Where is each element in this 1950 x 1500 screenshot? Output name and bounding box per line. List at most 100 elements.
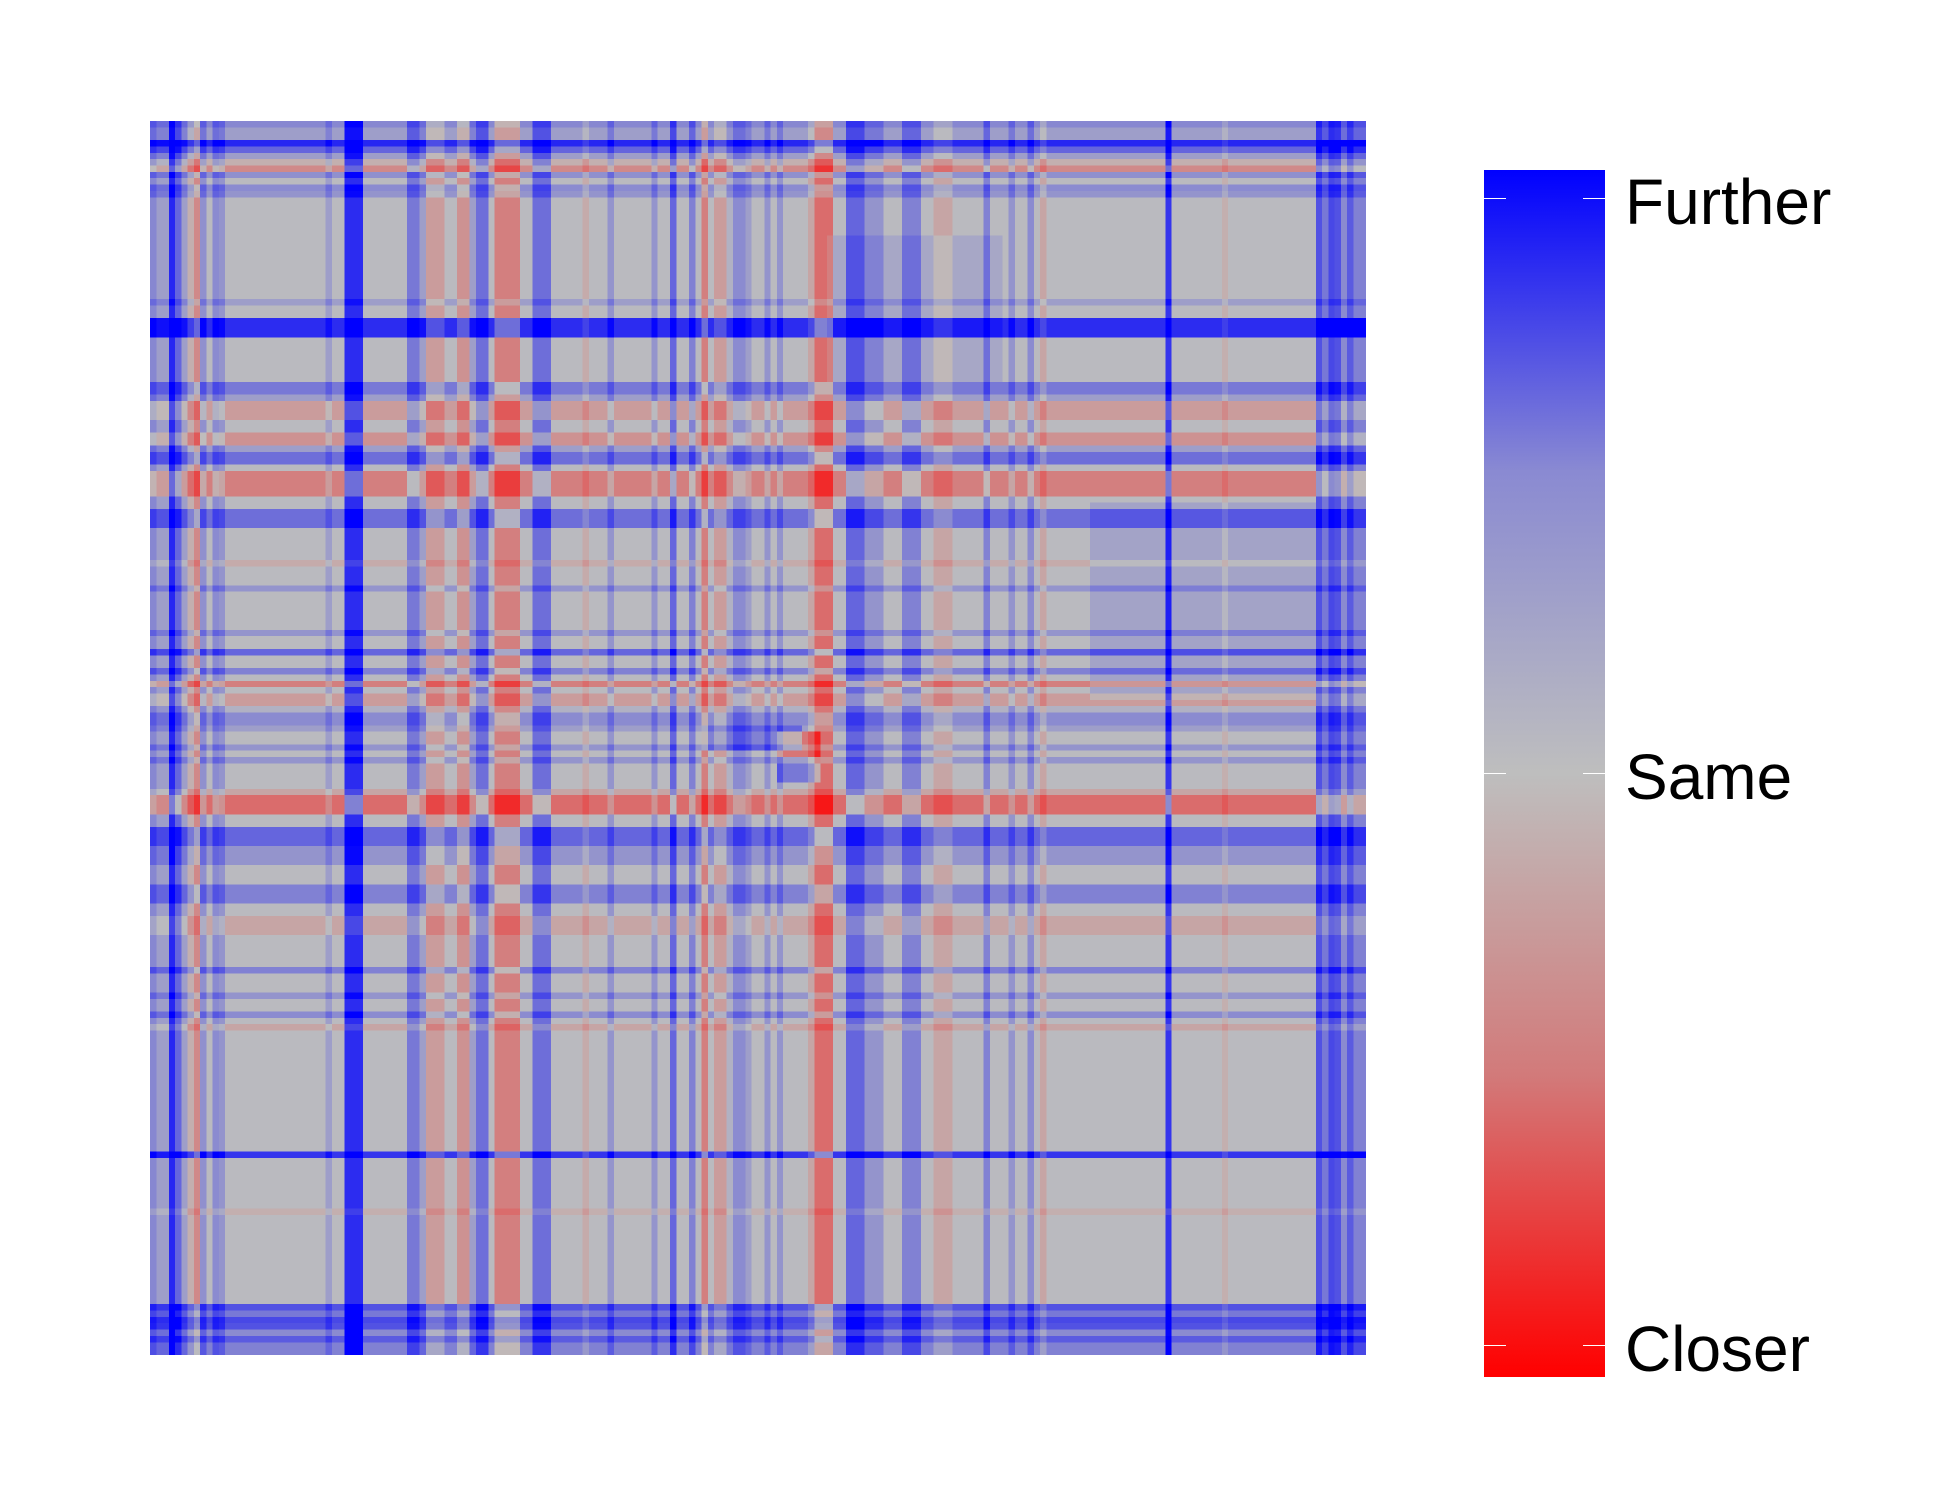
heatmap-cell — [1121, 235, 1128, 242]
heatmap-cell — [1096, 254, 1103, 262]
heatmap-cell — [670, 159, 677, 166]
heatmap-cell — [638, 229, 646, 236]
heatmap-cell — [338, 216, 345, 223]
heatmap-cell — [250, 121, 257, 128]
heatmap-cell — [287, 190, 295, 198]
heatmap-cell — [601, 152, 608, 160]
heatmap-cell — [1021, 203, 1028, 211]
heatmap-cell — [820, 254, 828, 262]
heatmap-cell — [952, 254, 959, 262]
heatmap-cell — [162, 152, 169, 160]
heatmap-cell — [626, 178, 633, 185]
heatmap-cell — [651, 254, 658, 262]
heatmap-cell — [989, 159, 997, 166]
heatmap-cell — [1027, 260, 1034, 268]
heatmap-cell — [783, 178, 790, 185]
heatmap-cell — [764, 184, 771, 192]
heatmap-cell — [964, 280, 972, 287]
heatmap-cell — [877, 222, 884, 230]
heatmap-cell — [964, 197, 972, 204]
heatmap-cell — [1046, 260, 1053, 268]
heatmap-cell — [1090, 216, 1097, 223]
heatmap-cell — [356, 190, 364, 198]
heatmap-cell — [1328, 190, 1335, 198]
heatmap-cell — [745, 121, 752, 128]
heatmap-cell — [814, 248, 821, 255]
heatmap-cell — [739, 216, 746, 223]
heatmap-cell — [551, 280, 558, 287]
heatmap-cell — [193, 146, 201, 153]
heatmap-cell — [281, 146, 289, 153]
heatmap-cell — [312, 184, 320, 192]
heatmap-cell — [795, 165, 803, 173]
heatmap-cell — [406, 171, 414, 179]
heatmap-cell — [902, 260, 909, 268]
heatmap-cell — [225, 210, 232, 217]
heatmap-cell — [858, 133, 865, 141]
heatmap-cell — [977, 121, 984, 128]
heatmap-cell — [175, 159, 182, 166]
heatmap-cell — [150, 267, 157, 274]
heatmap-cell — [613, 197, 621, 204]
heatmap-cell — [306, 280, 314, 287]
heatmap-cell — [946, 254, 953, 262]
heatmap-cell — [513, 254, 520, 262]
heatmap-cell — [494, 273, 502, 281]
heatmap-cell — [1090, 197, 1097, 204]
heatmap-cell — [588, 241, 596, 249]
heatmap-cell — [663, 267, 671, 274]
heatmap-cell — [720, 241, 727, 249]
heatmap-cell — [933, 127, 940, 134]
heatmap-cell — [469, 140, 477, 147]
heatmap-cell — [858, 267, 865, 274]
heatmap-cell — [1058, 140, 1066, 147]
heatmap-cell — [275, 184, 282, 192]
heatmap-cell — [1271, 140, 1279, 147]
heatmap-cell — [319, 140, 326, 147]
heatmap-cell — [939, 248, 947, 255]
heatmap-cell — [1259, 254, 1266, 262]
heatmap-cell — [544, 165, 552, 173]
heatmap-cell — [1109, 127, 1116, 134]
heatmap-cell — [676, 184, 683, 192]
heatmap-cell — [839, 222, 846, 230]
heatmap-cell — [162, 121, 169, 128]
heatmap-cell — [250, 127, 257, 134]
heatmap-cell — [864, 190, 871, 198]
heatmap-cell — [607, 140, 614, 147]
heatmap-cell — [457, 216, 464, 223]
heatmap-cell — [262, 216, 270, 223]
heatmap-cell — [632, 222, 640, 230]
heatmap-cell — [1140, 159, 1147, 166]
heatmap-cell — [1334, 121, 1342, 128]
heatmap-cell — [256, 248, 263, 255]
heatmap-cell — [444, 171, 451, 179]
heatmap-cell — [231, 178, 238, 185]
heatmap-cell — [1259, 171, 1266, 179]
heatmap-cell — [400, 178, 408, 185]
heatmap-cell — [200, 260, 207, 268]
heatmap-cell — [676, 152, 683, 160]
heatmap-cell — [1215, 273, 1222, 281]
heatmap-cell — [989, 178, 997, 185]
heatmap-cell — [281, 222, 289, 230]
heatmap-cell — [895, 216, 903, 223]
heatmap-cell — [193, 184, 201, 192]
heatmap-cell — [1271, 190, 1279, 198]
heatmap-cell — [356, 241, 364, 249]
heatmap-cell — [1152, 197, 1160, 204]
heatmap-cell — [1309, 165, 1316, 173]
heatmap-cell — [1127, 152, 1135, 160]
heatmap-cell — [294, 140, 301, 147]
heatmap-cell — [1265, 159, 1273, 166]
heatmap-cell — [1008, 133, 1016, 141]
heatmap-cell — [488, 178, 495, 185]
heatmap-cell — [1152, 222, 1160, 230]
heatmap-cell — [695, 121, 702, 128]
heatmap-cell — [714, 222, 721, 230]
heatmap-cell — [344, 197, 351, 204]
heatmap-cell — [801, 140, 809, 147]
heatmap-cell — [783, 146, 790, 153]
heatmap-cell — [256, 133, 263, 141]
heatmap-cell — [601, 260, 608, 268]
